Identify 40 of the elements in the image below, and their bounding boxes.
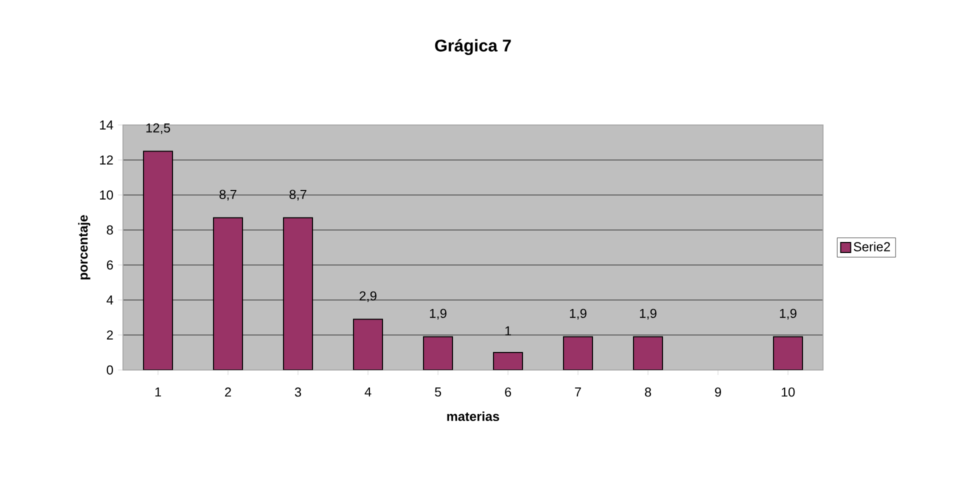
bar [563, 336, 594, 370]
x-tick-label: 1 [155, 388, 161, 396]
data-label: 2,9 [360, 291, 376, 302]
data-label: 1,9 [780, 308, 796, 320]
data-label: 8,7 [220, 190, 236, 201]
bar [633, 336, 664, 370]
x-tick-label: 8 [644, 388, 652, 397]
bar [773, 336, 804, 370]
bar [423, 336, 454, 370]
y-tick-label: 10 [100, 190, 113, 200]
x-axis-title: materias [447, 412, 500, 422]
x-tick-label: 4 [364, 388, 372, 396]
x-tick-label: 10 [782, 388, 795, 397]
y-tick-label: 8 [106, 225, 113, 235]
data-label: 1,9 [640, 308, 656, 320]
data-label: 1,9 [570, 308, 586, 320]
legend-label: Serie2 [854, 242, 890, 252]
x-tick-label: 3 [294, 388, 302, 397]
data-label: 1,9 [430, 308, 446, 320]
y-tick-label: 6 [106, 260, 113, 270]
y-tick-label: 14 [100, 120, 114, 130]
bar [213, 217, 244, 370]
bar [283, 217, 314, 370]
y-tick-label: 2 [106, 330, 113, 340]
bar [143, 150, 174, 370]
bar [493, 352, 524, 370]
x-tick-label: 5 [434, 388, 442, 397]
y-axis-title: porcentaje [78, 215, 90, 280]
data-label: 1 [505, 326, 511, 336]
data-label: 12,5 [146, 123, 170, 134]
y-tick-label: 0 [106, 365, 113, 375]
x-tick-label: 2 [225, 388, 231, 397]
chart-title: Grágica 7 [435, 38, 511, 55]
y-tick-label: 12 [100, 155, 113, 165]
data-label: 8,7 [290, 190, 306, 201]
y-tick-label: 4 [106, 296, 114, 304]
x-tick-label: 6 [505, 388, 512, 397]
x-tick-label: 7 [575, 388, 581, 396]
bar [353, 318, 384, 370]
x-tick-label: 9 [715, 388, 721, 397]
